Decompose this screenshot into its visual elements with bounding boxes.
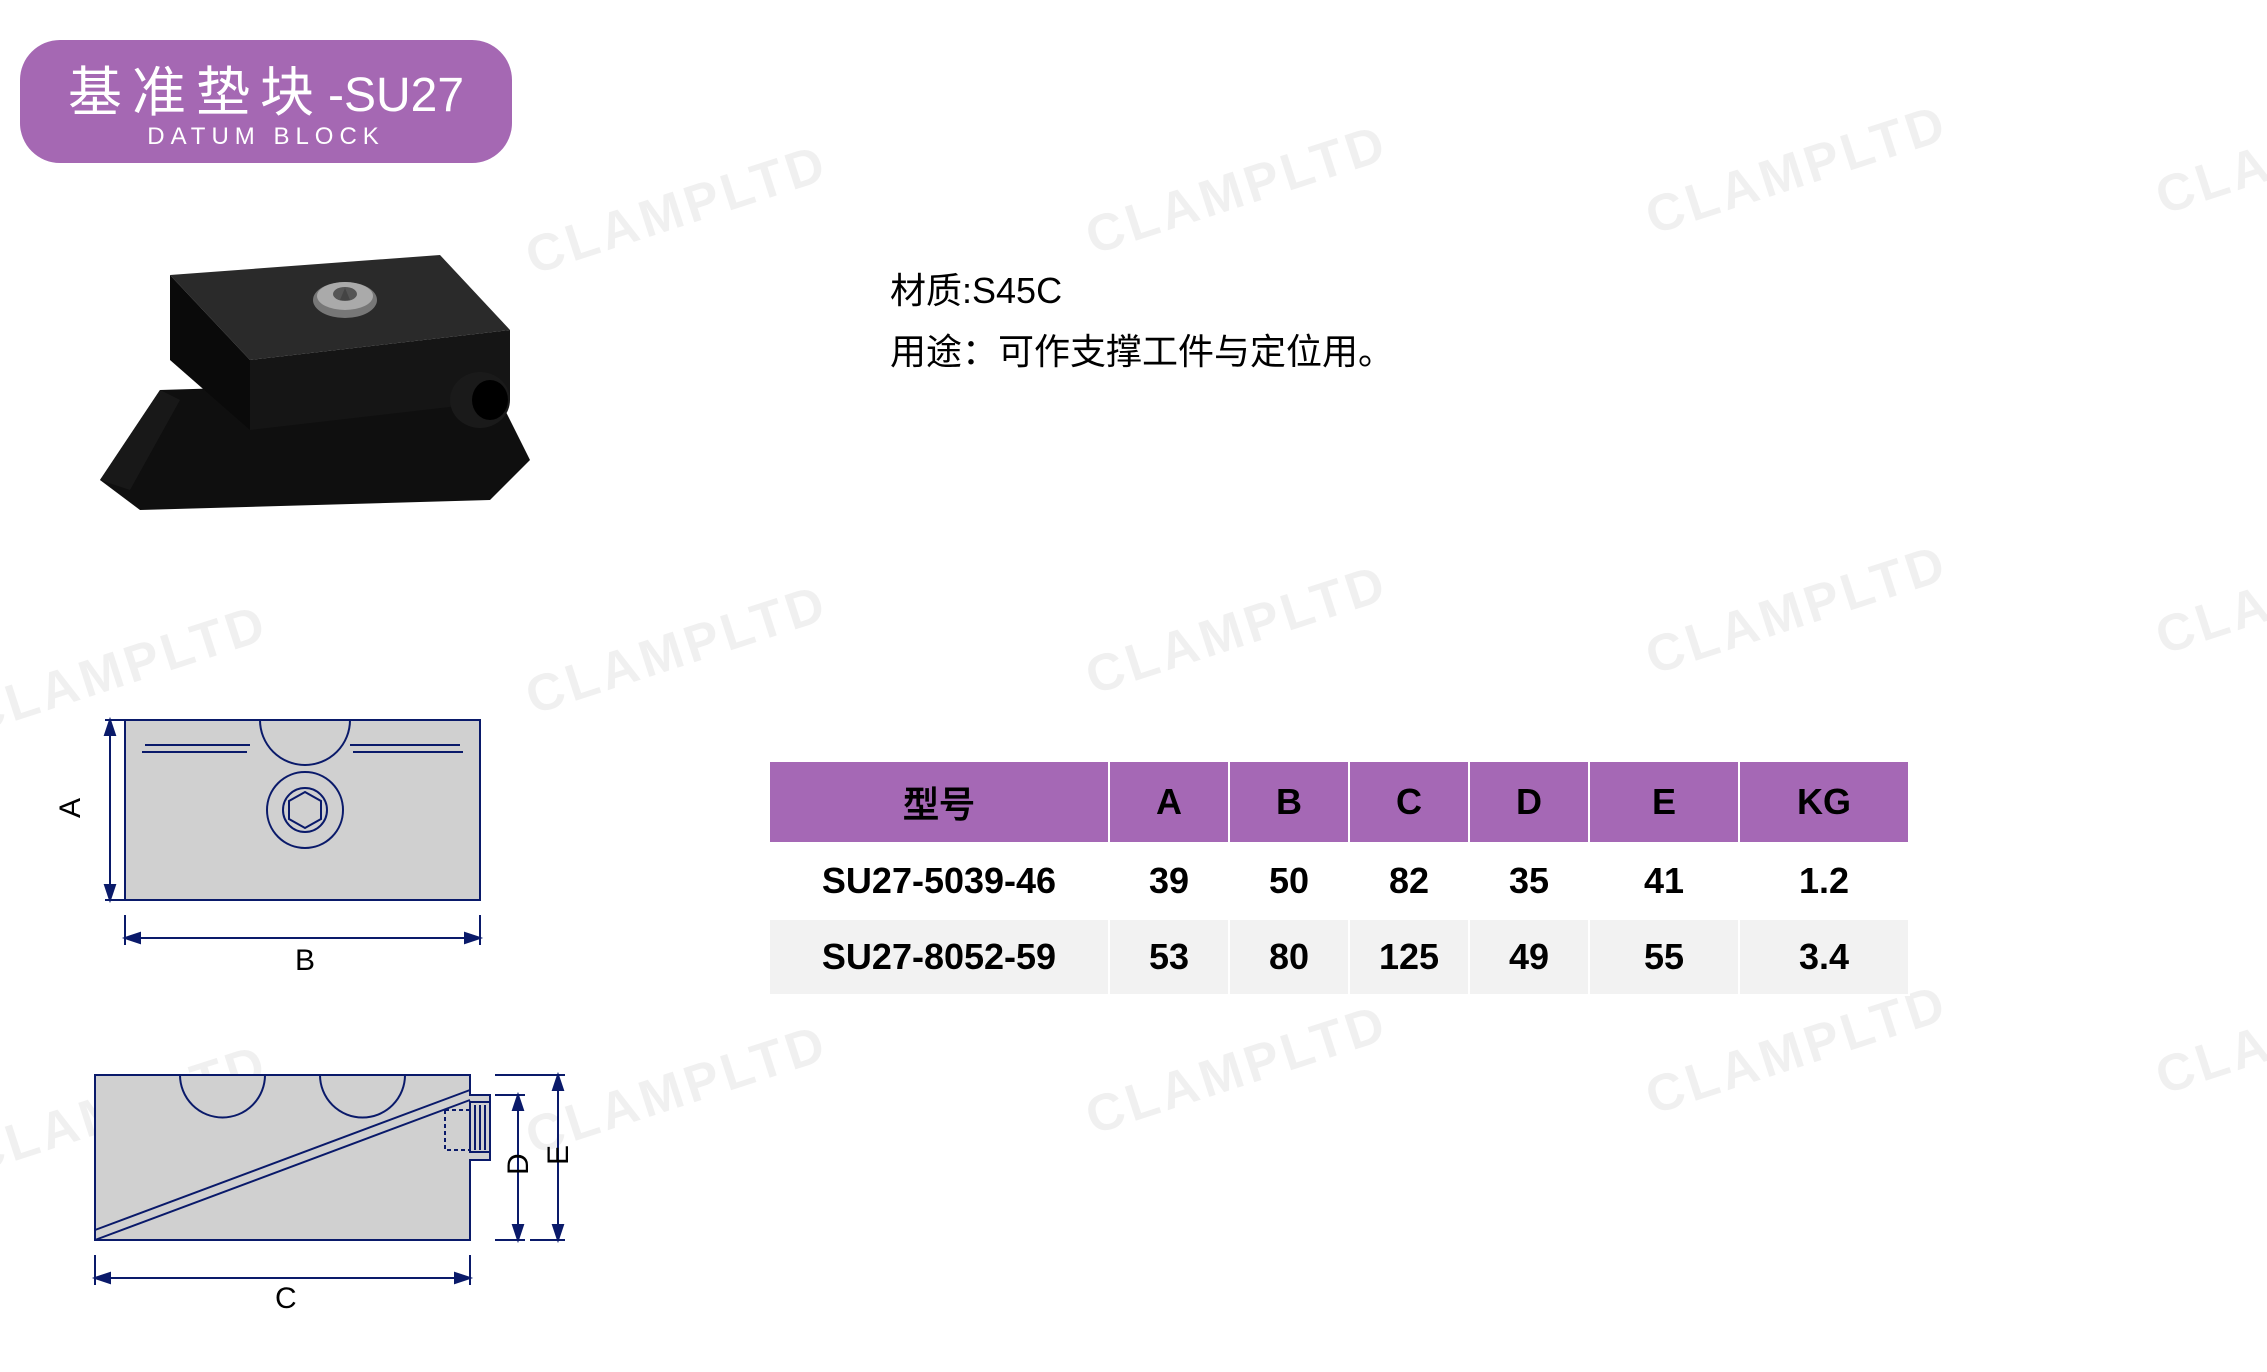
watermark: CLAMPLTD [1638, 93, 1955, 247]
watermark: CLAMPLTD [1078, 553, 1395, 707]
watermark: CLAMPLTD [1078, 993, 1395, 1147]
cell-e: 41 [1589, 843, 1739, 919]
spec-table: 型号 A B C D E KG SU27-5039-46 39 50 82 35… [768, 760, 1910, 996]
dim-label-e: E [542, 1145, 575, 1165]
cell-model: SU27-8052-59 [769, 919, 1109, 995]
col-header-kg: KG [1739, 761, 1909, 843]
usage-value: 可作支撑工件与定位用。 [998, 331, 1394, 372]
col-header-c: C [1349, 761, 1469, 843]
watermark: CLAMPLTD [2148, 73, 2267, 227]
col-header-d: D [1469, 761, 1589, 843]
diagram-side-view: C D E [50, 1020, 600, 1310]
cell-e: 55 [1589, 919, 1739, 995]
cell-b: 50 [1229, 843, 1349, 919]
title-code: -SU27 [328, 68, 464, 123]
title-chinese: 基准垫块 [68, 48, 324, 127]
watermark: CLAMPLTD [2148, 953, 2267, 1107]
table-row: SU27-5039-46 39 50 82 35 41 1.2 [769, 843, 1909, 919]
cell-kg: 3.4 [1739, 919, 1909, 995]
cell-b: 80 [1229, 919, 1349, 995]
cell-d: 35 [1469, 843, 1589, 919]
title-subtitle: DATUM BLOCK [147, 123, 385, 151]
table-row: SU27-8052-59 53 80 125 49 55 3.4 [769, 919, 1909, 995]
dim-label-d: D [502, 1153, 535, 1175]
diagram-front-view: A B [50, 690, 530, 980]
product-image [70, 200, 570, 540]
material-value: S45C [972, 270, 1062, 311]
watermark: CLAMPLTD [518, 573, 835, 727]
table-header-row: 型号 A B C D E KG [769, 761, 1909, 843]
cell-d: 49 [1469, 919, 1589, 995]
cell-a: 39 [1109, 843, 1229, 919]
watermark: CLAMPLTD [1078, 113, 1395, 267]
cell-a: 53 [1109, 919, 1229, 995]
watermark: CLAMPLTD [1638, 533, 1955, 687]
col-header-a: A [1109, 761, 1229, 843]
dim-label-c: C [275, 1282, 297, 1310]
title-badge: 基准垫块 -SU27 DATUM BLOCK [20, 40, 512, 163]
cell-model: SU27-5039-46 [769, 843, 1109, 919]
usage-label: 用途： [890, 331, 998, 372]
dim-label-b: B [295, 944, 315, 977]
dim-label-a: A [54, 798, 87, 818]
watermark: CLAMPLTD [2148, 513, 2267, 667]
cell-kg: 1.2 [1739, 843, 1909, 919]
cell-c: 125 [1349, 919, 1469, 995]
col-header-e: E [1589, 761, 1739, 843]
col-header-model: 型号 [769, 761, 1109, 843]
description-block: 材质:S45C 用途：可作支撑工件与定位用。 [890, 260, 1394, 382]
material-label: 材质: [890, 270, 972, 311]
cell-c: 82 [1349, 843, 1469, 919]
watermark: CLAMPLTD [1638, 973, 1955, 1127]
col-header-b: B [1229, 761, 1349, 843]
